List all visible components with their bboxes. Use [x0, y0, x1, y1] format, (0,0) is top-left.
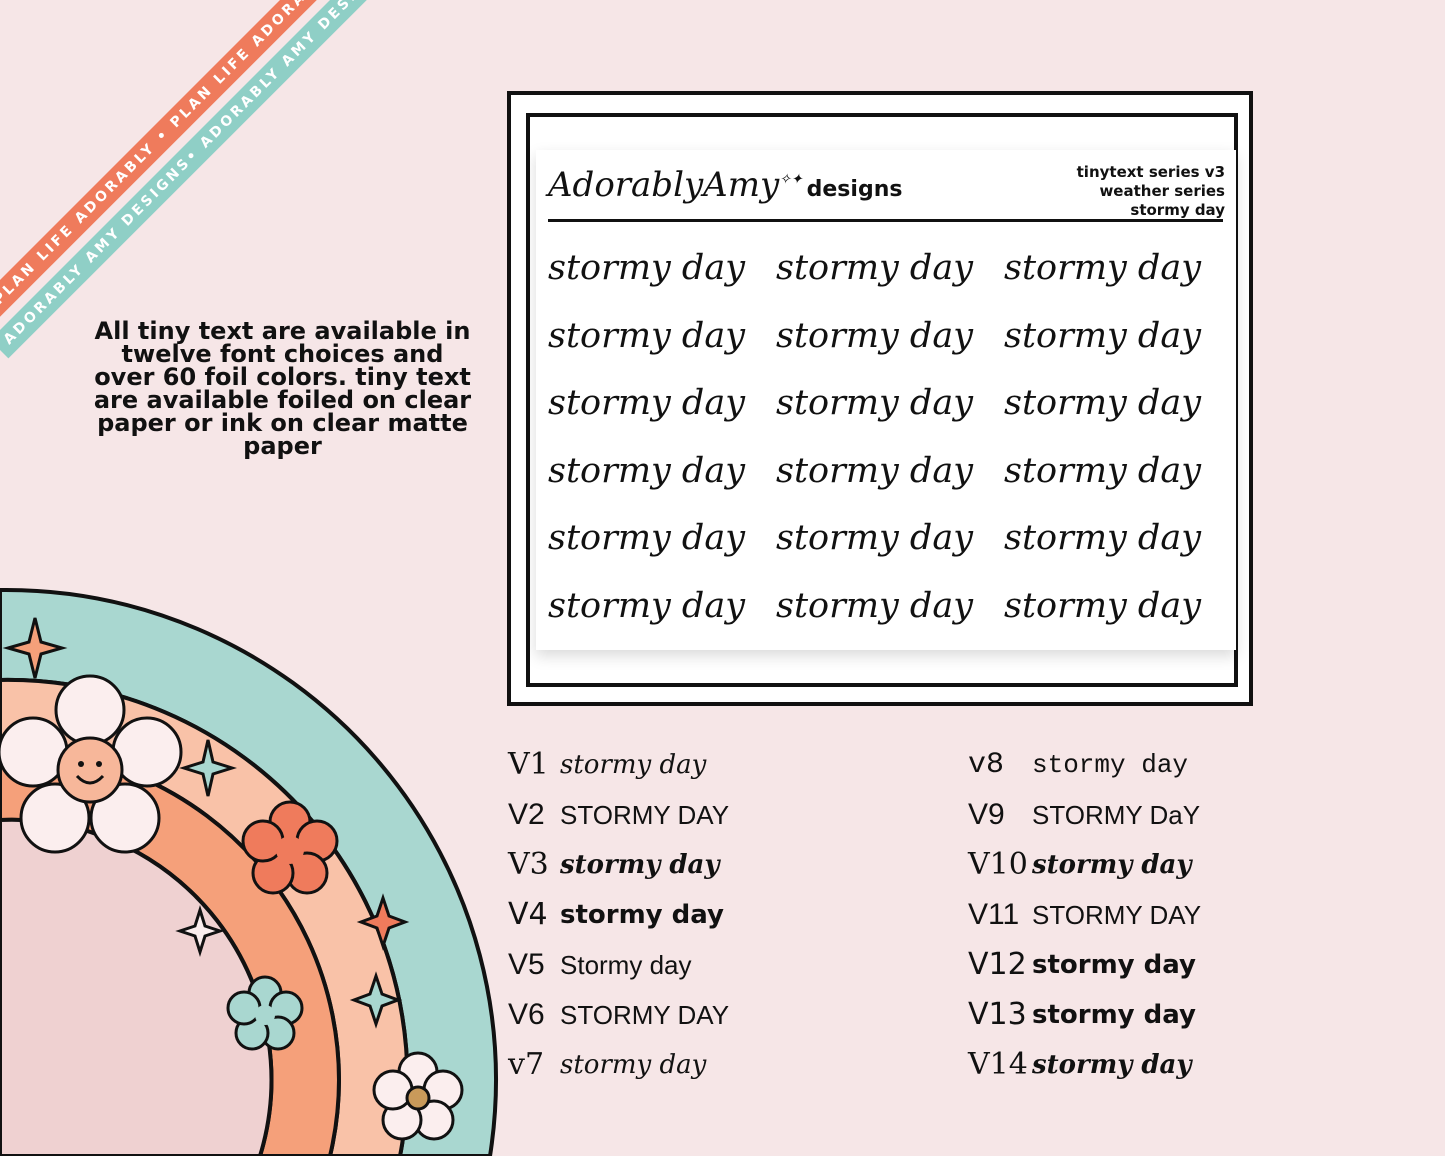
- sticker-text: stormy day: [548, 450, 745, 491]
- sticker-text: stormy day: [776, 248, 973, 288]
- sticker-text: stormy day: [1004, 585, 1201, 626]
- variant-sample: stormy day: [1032, 1000, 1196, 1030]
- sticker-text: stormy day: [1004, 450, 1201, 491]
- series-line: stormy day: [1130, 201, 1225, 219]
- variant-code: V6: [508, 998, 545, 1031]
- sticker-text: stormy day: [548, 518, 745, 558]
- variant-code: V13: [968, 997, 1027, 1032]
- variant-row: V9 STORMY DaY: [968, 795, 1268, 845]
- sticker-text: stormy day: [1004, 315, 1201, 356]
- variant-code: V10: [968, 847, 1028, 882]
- variant-code: V3: [508, 847, 549, 882]
- variant-row: V6 STORMY DAY: [508, 995, 808, 1045]
- smiley-flower-icon: [0, 674, 183, 854]
- variant-row: V13 stormy day: [968, 995, 1268, 1045]
- variant-sample: stormy day: [560, 750, 707, 780]
- sticker-text: stormy day: [548, 585, 745, 626]
- variant-code: V12: [968, 947, 1027, 982]
- variants-list-right: v8 stormy day V9 STORMY DaY V10 stormy day V11…: [968, 745, 1268, 1095]
- brand-designs: designs: [806, 177, 903, 202]
- brand-logo: AdorablyAmy✧✦ designs: [548, 165, 902, 215]
- variant-sample: stormy day: [1032, 850, 1192, 880]
- sticker-text: stormy day: [776, 585, 973, 626]
- sticker-text: stormy day: [776, 383, 973, 423]
- variant-code: V2: [508, 798, 545, 831]
- sticker-text: stormy day: [1004, 518, 1201, 558]
- variant-sample: STORMY DaY: [1032, 800, 1201, 830]
- sticker-text: stormy day: [776, 450, 973, 491]
- variant-sample: stormy day: [1032, 950, 1196, 980]
- variant-code: v7: [508, 1047, 545, 1082]
- variant-row: V12 stormy day: [968, 945, 1268, 995]
- sticker-text: stormy day: [1004, 248, 1201, 288]
- variant-row: V3 stormy day: [508, 845, 808, 895]
- variant-code: v8: [968, 748, 1005, 782]
- variant-row: V1 stormy day: [508, 745, 808, 795]
- variant-code: V9: [968, 798, 1005, 831]
- variant-row: v8 stormy day: [968, 745, 1268, 795]
- variant-sample: stormy day: [560, 1050, 707, 1080]
- sticker-text: stormy day: [548, 315, 745, 356]
- variant-sample: stormy day: [560, 900, 724, 930]
- sparkle-icon: [356, 893, 410, 951]
- series-info: tinytext series v3 weather series stormy…: [1077, 163, 1225, 220]
- sticker-grid: stormy day stormy day stormy day stormy day…: [548, 238, 1228, 643]
- variant-code: V14: [968, 1047, 1028, 1082]
- sparkle-icon: [349, 971, 403, 1029]
- header-divider: [548, 219, 1223, 222]
- sparkle-icon: [179, 739, 237, 797]
- series-line: weather series: [1099, 182, 1225, 200]
- orange-flower-icon: [241, 800, 339, 895]
- white-flower-icon: [372, 1051, 464, 1141]
- variant-row: V4 stormy day: [508, 895, 808, 945]
- variant-row: V14 stormy day: [968, 1045, 1268, 1095]
- variant-row: V2 STORMY DAY: [508, 795, 808, 845]
- variant-row: V5 Stormy day: [508, 945, 808, 995]
- variants-list-left: V1 stormy day V2 STORMY DAY V3 stormy day V4 st…: [508, 745, 808, 1095]
- variant-sample: STORMY DAY: [560, 800, 730, 830]
- variant-row: V11 STORMY DAY: [968, 895, 1268, 945]
- series-line: tinytext series v3: [1076, 163, 1225, 181]
- brand-script: AdorablyAmy: [548, 165, 780, 205]
- variant-row: V10 stormy day: [968, 845, 1268, 895]
- sticker-text: stormy day: [548, 248, 745, 288]
- sparkle-icon: [175, 904, 225, 958]
- variant-code: V1: [508, 747, 549, 782]
- sticker-text: stormy day: [1004, 383, 1201, 423]
- variant-sample: stormy day: [1032, 750, 1189, 780]
- variant-sample: Stormy day: [560, 950, 692, 980]
- variant-row: v7 stormy day: [508, 1045, 808, 1095]
- sticker-sheet: [536, 150, 1236, 650]
- sticker-text: stormy day: [776, 315, 973, 356]
- rainbow-illustration: [0, 587, 498, 1156]
- sparkle-icon: ✧✦: [779, 171, 803, 188]
- variant-sample: stormy day: [1032, 1050, 1192, 1080]
- variant-code: V5: [508, 948, 545, 981]
- variant-code: V11: [968, 898, 1020, 931]
- variant-sample: STORMY DAY: [1032, 900, 1202, 930]
- sparkle-icon: [2, 617, 68, 679]
- sticker-text: stormy day: [548, 383, 745, 423]
- variant-sample: STORMY DAY: [560, 1000, 730, 1030]
- variant-code: V4: [508, 897, 548, 932]
- sticker-text: stormy day: [776, 518, 973, 558]
- product-description: All tiny text are available in twelve fo…: [93, 317, 472, 460]
- teal-flower-icon: [226, 975, 304, 1051]
- variant-sample: stormy day: [560, 850, 720, 880]
